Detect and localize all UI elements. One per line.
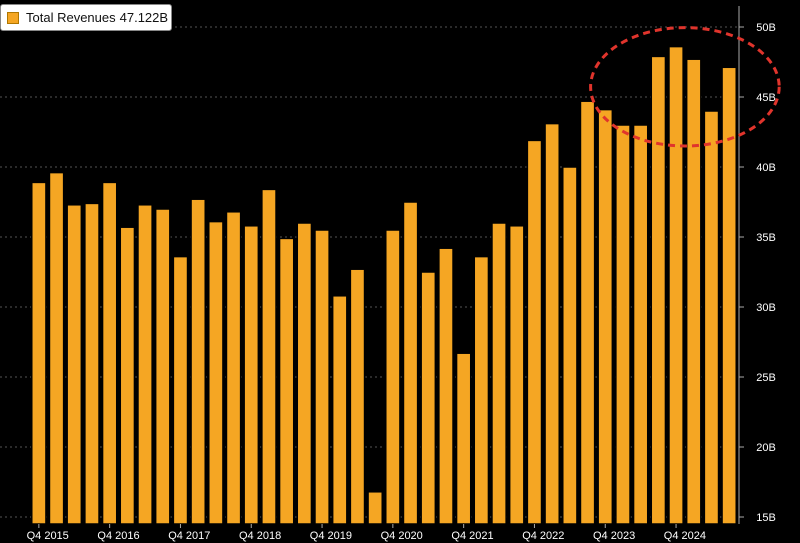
y-tick-label: 15B: [756, 512, 776, 524]
bar: [668, 45, 684, 525]
x-tick-label: Q4 2024: [664, 530, 706, 542]
bar: [331, 295, 348, 525]
bar: [137, 204, 153, 525]
bar: [243, 225, 260, 525]
bar: [278, 237, 295, 525]
x-tick-label: Q4 2018: [239, 530, 281, 542]
bar: [66, 204, 83, 525]
y-tick-label: 20B: [756, 442, 776, 454]
bar: [508, 225, 525, 525]
bar: [491, 222, 507, 525]
bar: [84, 202, 100, 525]
bar: [703, 110, 720, 525]
highlight-ellipse: [589, 26, 781, 148]
bar: [526, 139, 543, 525]
bar: [48, 171, 65, 525]
bar: [296, 222, 313, 525]
bar: [119, 226, 136, 525]
y-tick-label: 25B: [756, 372, 776, 384]
bar: [190, 198, 206, 525]
bar: [632, 124, 649, 525]
legend-label: Total Revenues: [26, 10, 116, 25]
bar: [615, 124, 631, 525]
bar: [650, 55, 667, 525]
bar: [385, 229, 401, 525]
bar: [597, 108, 614, 525]
bar: [261, 188, 277, 525]
y-tick-label: 40B: [756, 162, 776, 174]
x-tick-label: Q4 2023: [593, 530, 635, 542]
x-tick-label: Q4 2020: [381, 530, 423, 542]
bar: [314, 229, 330, 525]
bar: [685, 58, 702, 525]
bar: [225, 211, 242, 525]
bar: [172, 255, 189, 525]
bar: [154, 208, 171, 525]
grid-lines: [0, 26, 738, 518]
y-tick-label: 30B: [756, 302, 776, 314]
x-tick-label: Q4 2019: [310, 530, 352, 542]
bar: [438, 247, 454, 525]
bar: [367, 491, 383, 525]
bar: [579, 100, 596, 525]
bar: [31, 181, 47, 525]
bar: [473, 255, 490, 525]
bar: [349, 268, 366, 525]
y-axis: 15B 20B 25B 30B 35B 40B 45B 50B: [738, 6, 776, 524]
bar: [562, 166, 578, 525]
legend: Total Revenues 47.122B: [0, 4, 172, 31]
bars: [31, 45, 737, 525]
legend-value: 47.122B: [119, 10, 169, 25]
x-tick-label: Q4 2016: [97, 530, 139, 542]
x-tick-label: Q4 2022: [522, 530, 564, 542]
bar: [721, 66, 737, 525]
x-tick-label: Q4 2015: [27, 530, 69, 542]
bar: [402, 201, 419, 525]
x-axis: Q4 2015 Q4 2016 Q4 2017 Q4 2018 Q4 2019 Q4 20…: [27, 524, 706, 542]
bar: [208, 220, 224, 525]
x-tick-label: Q4 2021: [451, 530, 493, 542]
bar: [420, 271, 437, 525]
bar: [544, 122, 560, 525]
y-tick-label: 35B: [756, 232, 776, 244]
y-tick-label: 45B: [756, 92, 776, 104]
legend-swatch: [7, 11, 19, 24]
y-tick-label: 50B: [756, 22, 776, 34]
bar: [455, 352, 472, 525]
bar: [101, 181, 118, 525]
x-tick-label: Q4 2017: [168, 530, 210, 542]
